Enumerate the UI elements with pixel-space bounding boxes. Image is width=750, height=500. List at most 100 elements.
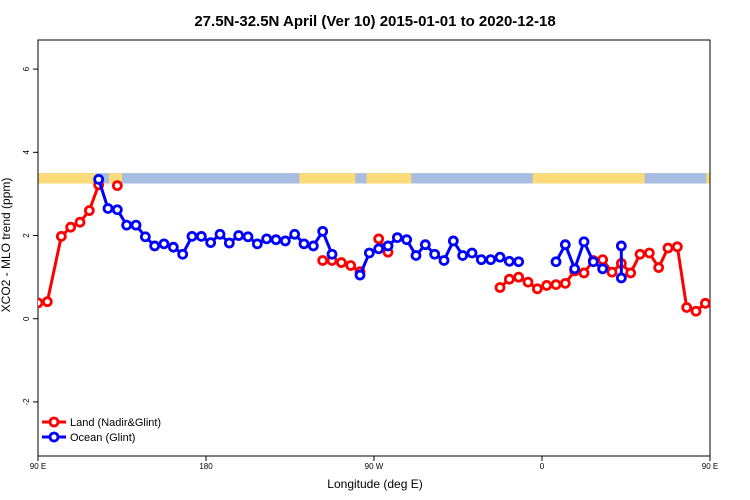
ocean-data-point xyxy=(457,250,469,261)
ocean-data-point xyxy=(578,236,590,248)
land-data-point xyxy=(739,218,747,226)
ocean-data-point xyxy=(597,263,609,275)
legend-land-marker xyxy=(48,416,60,428)
land-data-point xyxy=(317,255,329,266)
ocean-data-point xyxy=(214,228,226,240)
ocean-data-point xyxy=(410,250,422,261)
x-tick-label: 90 E xyxy=(30,462,46,471)
ocean-data-point xyxy=(121,219,133,231)
y-axis-label: XCO2 - MLO trend (ppm) xyxy=(0,178,13,313)
ocean-data-point xyxy=(167,241,179,253)
land-data-point xyxy=(41,296,53,308)
ocean-data-point xyxy=(354,269,366,281)
ocean-data-point xyxy=(195,230,207,242)
y-tick-label: 4 xyxy=(22,150,31,155)
ocean-data-point xyxy=(130,219,142,231)
ocean-data-point xyxy=(550,256,562,268)
x-tick-label: 180 xyxy=(199,462,213,471)
ocean-data-point xyxy=(373,243,385,255)
ocean-data-point xyxy=(298,238,310,250)
ocean-data-point xyxy=(494,251,506,263)
land-data-point xyxy=(513,271,525,283)
ocean-data-point xyxy=(289,228,301,240)
ocean-data-point xyxy=(466,247,478,259)
ocean-data-point xyxy=(158,238,170,250)
land-data-point xyxy=(559,277,571,289)
ocean-data-point xyxy=(205,237,217,248)
land-data-point xyxy=(55,230,67,242)
land-data-point xyxy=(65,221,77,233)
ocean-data-point xyxy=(261,233,273,245)
map-strip-land xyxy=(108,173,122,184)
chart-title: 27.5N-32.5N April (Ver 10) 2015-01-01 to… xyxy=(194,13,555,30)
map-strip-land xyxy=(532,173,645,184)
ocean-data-point xyxy=(503,255,515,267)
land-data-point xyxy=(522,276,534,288)
land-data-point xyxy=(597,254,609,266)
land-data-point xyxy=(634,248,646,260)
map-strip-land xyxy=(366,173,412,184)
ocean-data-point xyxy=(615,240,627,252)
ocean-data-point xyxy=(149,240,161,252)
legend-ocean-marker xyxy=(48,431,60,443)
land-data-point xyxy=(720,233,728,241)
ocean-data-point xyxy=(139,231,151,243)
land-data-point xyxy=(503,273,515,285)
ocean-data-point xyxy=(233,230,245,241)
land-data-point xyxy=(662,242,674,254)
map-strip-land xyxy=(38,173,96,184)
ocean-data-point xyxy=(475,254,487,266)
x-tick-label: 90 W xyxy=(365,462,384,471)
land-data-point xyxy=(709,298,710,304)
ocean-data-point xyxy=(177,248,189,260)
ocean-data-point xyxy=(485,254,497,266)
ocean-data-point xyxy=(326,248,338,260)
land-data-point xyxy=(729,223,737,231)
land-data-point xyxy=(38,297,44,309)
ocean-data-point xyxy=(559,239,571,251)
x-tick-label: 0 xyxy=(540,462,545,471)
ocean-data-point xyxy=(382,240,394,252)
y-tick-label: 2 xyxy=(22,233,31,238)
ocean-data-point xyxy=(223,237,235,249)
legend-ocean-label: Ocean (Glint) xyxy=(70,432,135,444)
land-data-point xyxy=(345,260,357,271)
land-data-point xyxy=(681,302,693,313)
land-data-point xyxy=(606,266,618,278)
ocean-data-point xyxy=(251,238,263,250)
ocean-data-point xyxy=(270,234,282,246)
ocean-data-point xyxy=(307,240,319,252)
ocean-data-point xyxy=(363,247,375,259)
ocean-data-point xyxy=(186,230,198,242)
land-data-point xyxy=(625,267,637,279)
map-strip-land xyxy=(299,173,356,184)
ocean-data-point xyxy=(391,232,403,244)
land-data-point xyxy=(653,262,665,273)
ocean-data-point xyxy=(419,239,431,251)
x-axis-label: Longitude (deg E) xyxy=(327,477,422,491)
series-layer xyxy=(38,173,747,317)
land-data-point xyxy=(699,297,710,309)
land-data-point xyxy=(643,247,655,259)
land-data-point xyxy=(335,257,347,268)
land-data-point xyxy=(494,282,506,293)
ocean-data-point xyxy=(242,231,254,243)
land-data-point xyxy=(690,305,702,317)
land-series-line xyxy=(38,184,101,305)
land-data-point xyxy=(74,216,86,228)
x-tick-label: 90 E xyxy=(702,462,718,471)
y-tick-label: -2 xyxy=(22,398,31,406)
ocean-data-point xyxy=(569,263,581,275)
ocean-data-point xyxy=(447,235,459,247)
land-data-point xyxy=(531,283,543,295)
land-data-point xyxy=(550,279,562,291)
ocean-data-point xyxy=(279,235,291,247)
ocean-data-point xyxy=(438,255,450,266)
ocean-data-point xyxy=(429,248,441,260)
land-data-point xyxy=(541,280,553,291)
ocean-data-point xyxy=(513,256,525,268)
y-tick-label: 0 xyxy=(22,316,31,321)
ocean-data-point xyxy=(93,173,105,185)
ocean-data-point xyxy=(587,256,599,268)
